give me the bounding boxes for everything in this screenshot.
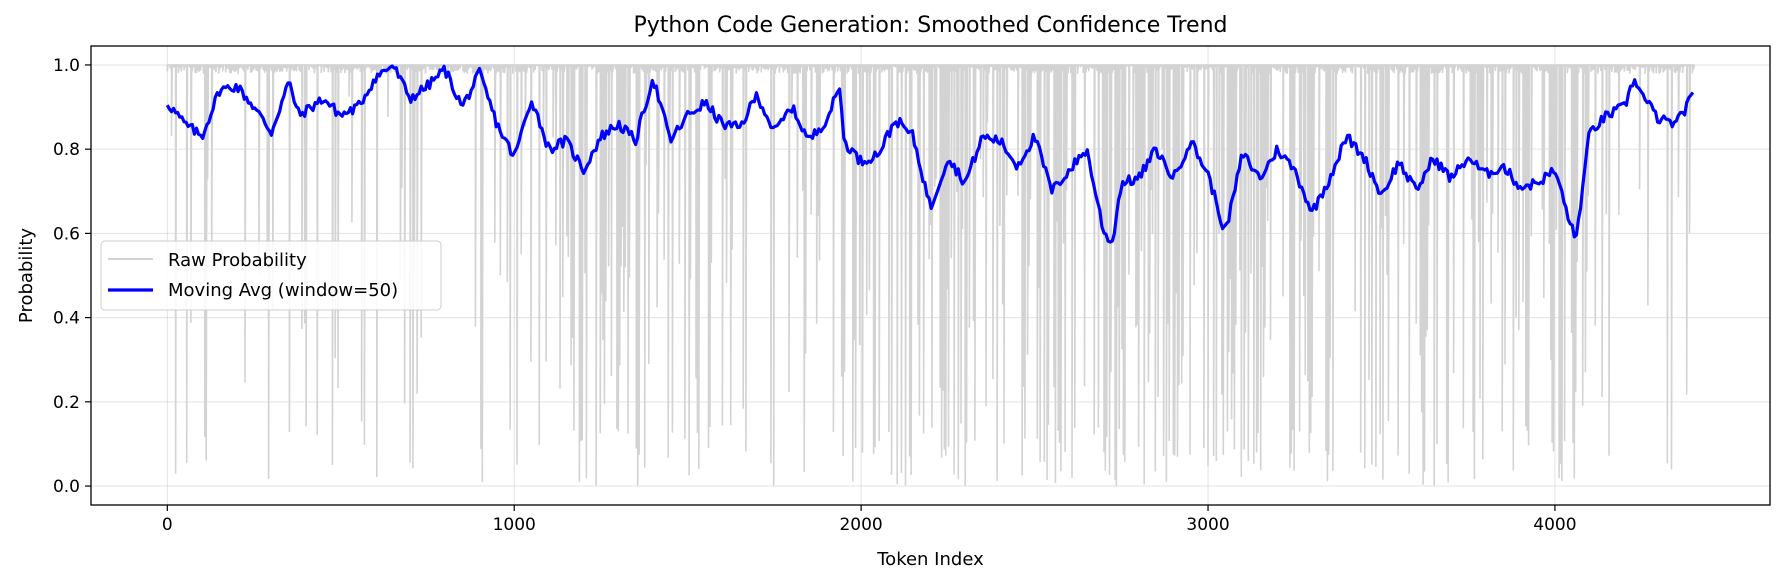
y-tick-label: 1.0: [53, 56, 80, 76]
y-tick-label: 0.8: [53, 140, 80, 160]
y-tick-label: 0.6: [53, 224, 80, 244]
y-tick-label: 0.2: [53, 393, 80, 413]
plot-frame: [90, 45, 1771, 506]
y-axis-title: Probability: [16, 228, 37, 323]
y-tick-label: 0.4: [53, 309, 80, 329]
chart-title: Python Code Generation: Smoothed Confide…: [634, 13, 1228, 38]
y-tick-label: 0.0: [53, 477, 80, 497]
moving-average-line: [165, 64, 1695, 244]
legend-label-raw: Raw Probability: [168, 250, 307, 271]
plot-area: 0 1000 2000 3000 4000 0.0 0.2 0.4 0.6 0.8 1.0: [53, 45, 1771, 535]
x-tick-label: 3000: [1186, 515, 1229, 535]
legend: Raw Probability Moving Avg (window=50): [100, 240, 442, 311]
legend-box: [100, 240, 442, 311]
x-tick-label: 0: [162, 515, 173, 535]
x-axis-title: Token Index: [876, 549, 984, 570]
x-tick-label: 1000: [493, 515, 536, 535]
x-tick-label: 2000: [839, 515, 882, 535]
legend-label-moving-avg: Moving Avg (window=50): [168, 280, 398, 301]
x-tick-label: 4000: [1533, 515, 1576, 535]
